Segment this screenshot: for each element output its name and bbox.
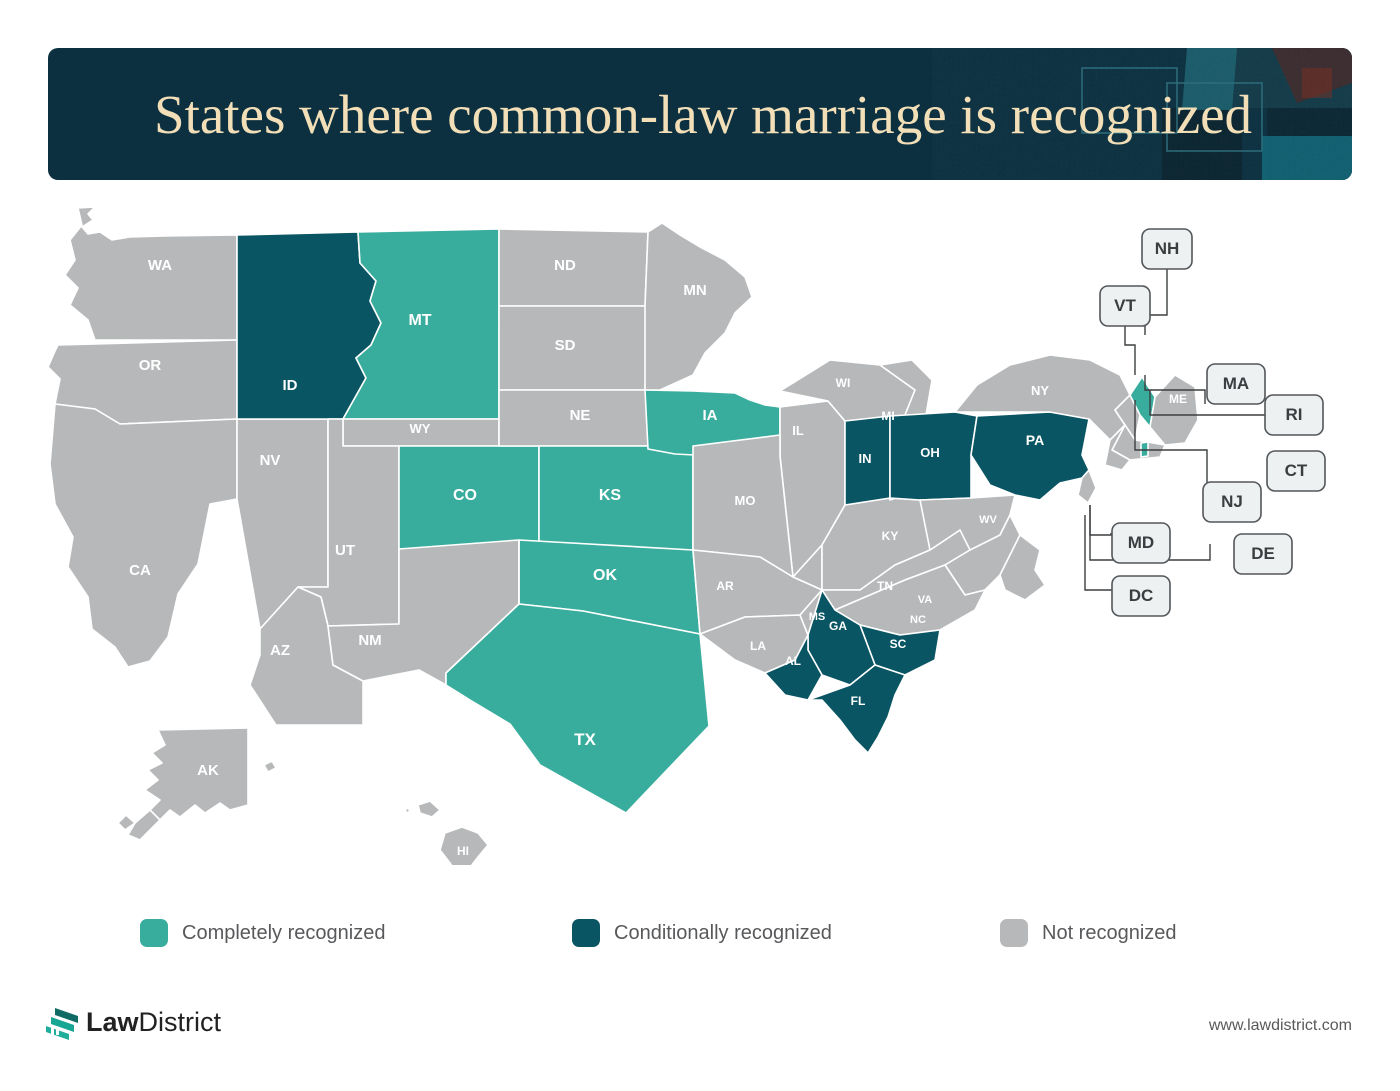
svg-text:WY: WY	[410, 421, 431, 436]
svg-text:NM: NM	[358, 632, 381, 649]
svg-text:IL: IL	[792, 423, 804, 438]
svg-text:MS: MS	[809, 611, 826, 623]
svg-text:TX: TX	[574, 730, 596, 749]
svg-text:IA: IA	[703, 407, 718, 424]
svg-text:NH: NH	[1155, 239, 1180, 258]
svg-text:FL: FL	[851, 694, 866, 708]
svg-text:DE: DE	[1251, 544, 1275, 563]
svg-text:DC: DC	[1129, 586, 1154, 605]
svg-text:SD: SD	[555, 337, 576, 354]
svg-text:SC: SC	[890, 637, 907, 651]
svg-text:OH: OH	[920, 445, 940, 460]
svg-text:CO: CO	[453, 487, 477, 504]
svg-text:ND: ND	[554, 257, 576, 274]
svg-text:AK: AK	[197, 762, 219, 779]
svg-text:CA: CA	[129, 562, 151, 579]
svg-text:OK: OK	[593, 567, 617, 584]
svg-text:KY: KY	[882, 529, 899, 543]
svg-text:NV: NV	[260, 452, 281, 469]
svg-text:UT: UT	[335, 542, 355, 559]
svg-text:NJ: NJ	[1221, 492, 1243, 511]
svg-text:VT: VT	[1114, 296, 1136, 315]
svg-text:WI: WI	[836, 376, 851, 390]
svg-text:ID: ID	[283, 377, 298, 394]
svg-text:HI: HI	[457, 844, 469, 858]
svg-text:KS: KS	[599, 487, 622, 504]
svg-text:IN: IN	[859, 451, 872, 466]
svg-text:MN: MN	[683, 282, 706, 299]
svg-text:MO: MO	[735, 493, 756, 508]
svg-text:WA: WA	[148, 257, 172, 274]
svg-text:TN: TN	[877, 579, 893, 593]
svg-text:NE: NE	[570, 407, 591, 424]
svg-text:AR: AR	[716, 579, 734, 593]
svg-text:AL: AL	[785, 654, 801, 668]
svg-text:NC: NC	[910, 614, 926, 626]
svg-text:GA: GA	[829, 619, 847, 633]
svg-text:RI: RI	[1286, 405, 1303, 424]
svg-text:LA: LA	[750, 639, 766, 653]
svg-text:VA: VA	[918, 594, 933, 606]
svg-text:NY: NY	[1031, 383, 1049, 398]
svg-text:CT: CT	[1285, 461, 1308, 480]
svg-text:MI: MI	[881, 409, 894, 423]
svg-text:ME: ME	[1169, 392, 1187, 406]
svg-text:PA: PA	[1026, 432, 1044, 448]
svg-text:WV: WV	[979, 514, 997, 526]
svg-text:MD: MD	[1128, 533, 1154, 552]
svg-text:AZ: AZ	[270, 642, 290, 659]
svg-text:OR: OR	[139, 357, 162, 374]
svg-text:MT: MT	[408, 312, 431, 329]
svg-text:MA: MA	[1223, 374, 1249, 393]
